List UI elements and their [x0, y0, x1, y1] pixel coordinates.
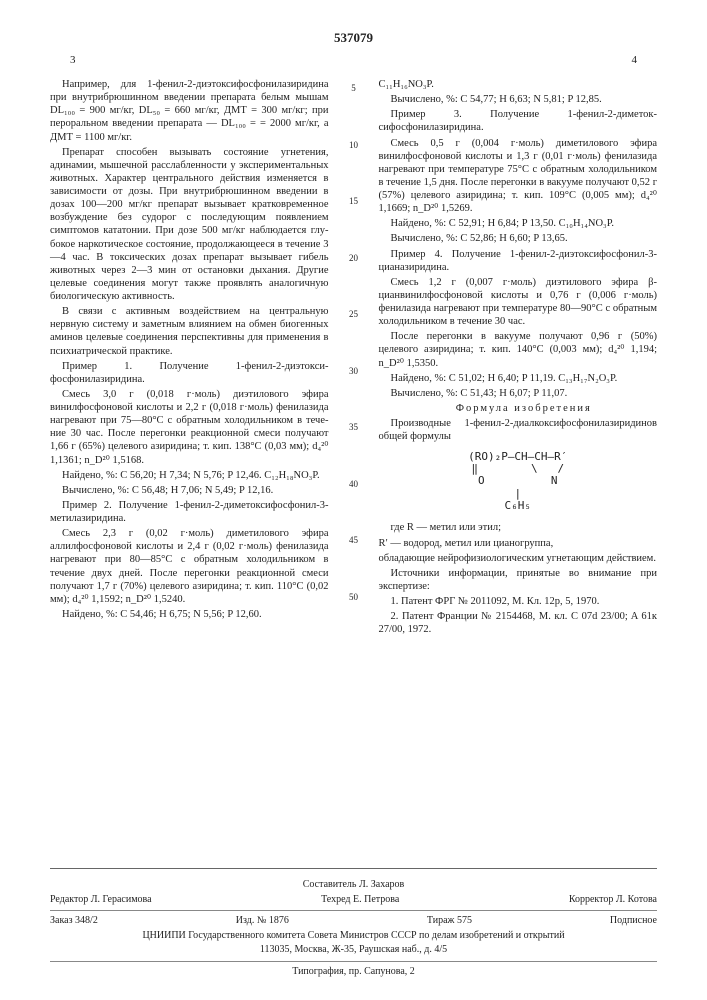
- para: Вычислено, %: C 54,77; H 6,63; N 5,81; P…: [379, 93, 658, 106]
- formula-line: C₆H₅: [468, 500, 567, 512]
- line-number-gutter: 5 10 15 20 25 30 35 40 45 50: [347, 78, 361, 603]
- para: В связи с активным воздействием на цен­т…: [50, 305, 329, 358]
- corrector: Корректор Л. Котова: [569, 894, 657, 907]
- editor: Редактор Л. Герасимова: [50, 894, 152, 907]
- para: Смесь 1,2 г (0,007 г·моль) диэтилового э…: [379, 276, 658, 329]
- compiler: Составитель Л. Захаров: [50, 879, 657, 892]
- order: Заказ 348/2: [50, 915, 98, 928]
- page-num-right: 4: [632, 54, 638, 68]
- para: Вычислено, %: C 52,86; H 6,60; P 13,65.: [379, 232, 658, 245]
- printer: Типография, пр. Сапунова, 2: [50, 966, 657, 979]
- izd: Изд. № 1876: [236, 915, 289, 928]
- para: Пример 2. Получение 1-фенил-2-димет­окси…: [50, 499, 329, 525]
- para: Пример 4. Получение 1-фенил-2-диэтокси­ф…: [379, 248, 658, 274]
- line-num: 30: [347, 366, 361, 377]
- para: Смесь 3,0 г (0,018 г·моль) диэтилового э…: [50, 388, 329, 467]
- claims-para: обладающие нейрофизиологическим угнетаю­…: [379, 552, 658, 565]
- line-num: 45: [347, 535, 361, 546]
- para: Например, для 1-фенил-2-диэтоксифосфо­ни…: [50, 78, 329, 144]
- para: Найдено, %: C 56,20; H 7,34; N 5,76; P 1…: [50, 469, 329, 482]
- line-num: 5: [347, 83, 361, 94]
- para: Вычислено, %: C 56,48; H 7,06; N 5,49; P…: [50, 484, 329, 497]
- claims-para: 1. Патент ФРГ № 2011092, М. Кл. 12р, 5, …: [379, 595, 658, 608]
- claims-para: Источники информации, принятые во вни­ма…: [379, 567, 658, 593]
- claims-para: R′ — водород, метил или цианогруппа,: [379, 537, 658, 550]
- page-num-left: 3: [70, 54, 76, 68]
- address: 113035, Москва, Ж-35, Раушская наб., д. …: [50, 944, 657, 957]
- formula-line: O N: [468, 475, 567, 487]
- sign: Подписное: [610, 915, 657, 928]
- line-num: 10: [347, 140, 361, 151]
- para: Смесь 0,5 г (0,004 г·моль) диметилового …: [379, 137, 658, 216]
- org: ЦНИИПИ Государственного комитета Совета …: [50, 930, 657, 943]
- para: Найдено, %: C 54,46; H 6,75; N 5,56; P 1…: [50, 608, 329, 621]
- line-num: 50: [347, 592, 361, 603]
- chemical-formula: (RO)₂P—CH—CH—R′ ‖ \ / O N | C₆H₅: [379, 451, 658, 513]
- claims-para: 2. Патент Франции № 2154468, М. кл. C 07…: [379, 610, 658, 636]
- para: Найдено, %: C 52,91; H 6,84; P 13,50. C₁…: [379, 217, 658, 230]
- divider: [50, 910, 657, 911]
- para: Смесь 2,3 г (0,02 г·моль) диметилового э…: [50, 527, 329, 606]
- claims-para: где R — метил или этил;: [379, 521, 658, 534]
- footer-order: Заказ 348/2 Изд. № 1876 Тираж 575 Подпис…: [50, 915, 657, 928]
- line-num: 15: [347, 196, 361, 207]
- para: Пример 3. Получение 1-фенил-2-диметок­си…: [379, 108, 658, 134]
- right-column: C₁₁H₁₆NO₃P. Вычислено, %: C 54,77; H 6,6…: [379, 78, 658, 638]
- imprint-footer: Составитель Л. Захаров Редактор Л. Герас…: [50, 868, 657, 980]
- tirazh: Тираж 575: [427, 915, 472, 928]
- divider: [50, 961, 657, 962]
- line-num: 35: [347, 422, 361, 433]
- line-num: 20: [347, 253, 361, 264]
- para: После перегонки в вакууме получают 0,96 …: [379, 330, 658, 369]
- patent-page: 537079 3 4 Например, для 1-фенил-2-диэто…: [0, 0, 707, 1000]
- techred: Техред Е. Петрова: [321, 894, 399, 907]
- formula-line: |: [468, 488, 567, 500]
- claims-intro: Производные 1-фенил-2-диалкоксифосфо­нил…: [379, 417, 658, 443]
- para: Вычислено, %: C 51,43; H 6,07; P 11,07.: [379, 387, 658, 400]
- para: C₁₁H₁₆NO₃P.: [379, 78, 658, 91]
- page-numbers: 3 4: [50, 54, 657, 68]
- para: Препарат способен вызывать состояние уг­…: [50, 146, 329, 304]
- line-num: 25: [347, 309, 361, 320]
- para: Пример 1. Получение 1-фенил-2-диэтокси­ф…: [50, 360, 329, 386]
- left-column: Например, для 1-фенил-2-диэтоксифосфо­ни…: [50, 78, 329, 638]
- text-columns: Например, для 1-фенил-2-диэтоксифосфо­ни…: [50, 78, 657, 638]
- patent-number: 537079: [50, 30, 657, 46]
- claims-title: Формула изобретения: [379, 402, 658, 415]
- footer-credits: Редактор Л. Герасимова Техред Е. Петрова…: [50, 894, 657, 907]
- para: Найдено, %: C 51,02; H 6,40; P 11,19. C₁…: [379, 372, 658, 385]
- line-num: 40: [347, 479, 361, 490]
